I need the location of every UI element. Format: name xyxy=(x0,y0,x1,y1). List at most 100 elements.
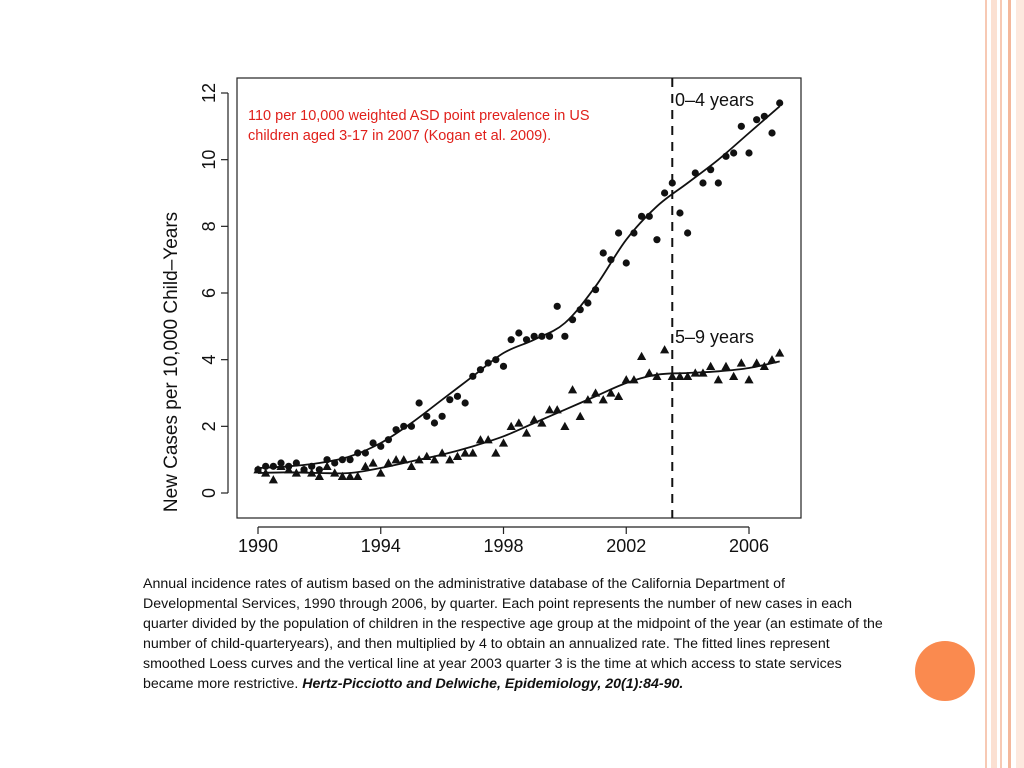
point-5-9-years xyxy=(268,475,278,484)
point-5-9-years xyxy=(475,435,486,444)
point-0-4-years xyxy=(730,149,738,157)
point-0-4-years xyxy=(561,332,569,340)
point-5-9-years xyxy=(521,428,532,437)
x-tick-label: 1998 xyxy=(483,536,523,556)
point-0-4-years xyxy=(354,449,362,457)
point-5-9-years xyxy=(575,411,585,421)
point-5-9-years xyxy=(337,471,347,481)
point-5-9-years xyxy=(307,468,317,477)
point-5-9-years xyxy=(675,371,685,381)
point-5-9-years xyxy=(330,468,340,477)
point-5-9-years xyxy=(690,368,700,377)
point-5-9-years xyxy=(660,345,670,354)
loess-curve-5-9 xyxy=(257,360,780,475)
point-5-9-years xyxy=(299,465,309,474)
point-5-9-years xyxy=(506,421,516,431)
point-0-4-years xyxy=(515,329,523,337)
decor-stripe-4 xyxy=(1008,0,1011,768)
point-0-4-years xyxy=(699,179,707,187)
y-tick-label: 10 xyxy=(199,150,219,170)
point-0-4-years xyxy=(745,149,753,157)
point-5-9-years xyxy=(744,375,754,384)
point-0-4-years xyxy=(737,122,745,130)
point-5-9-years xyxy=(529,415,539,424)
point-0-4-years xyxy=(469,372,477,380)
point-0-4-years xyxy=(476,366,485,374)
point-5-9-years xyxy=(391,455,401,464)
point-0-4-years xyxy=(568,316,577,324)
point-0-4-years xyxy=(714,179,722,187)
series-label-0-4: 0–4 years xyxy=(675,90,754,110)
point-5-9-years xyxy=(598,395,608,404)
point-5-9-years xyxy=(437,448,447,457)
point-5-9-years xyxy=(322,461,332,471)
point-0-4-years xyxy=(407,422,416,430)
point-0-4-years xyxy=(269,462,277,470)
point-5-9-years xyxy=(314,471,324,481)
point-0-4-years xyxy=(607,256,615,264)
prevalence-note-line2: children aged 3-17 in 2007 (Kogan et al.… xyxy=(248,128,552,144)
point-5-9-years xyxy=(767,355,777,364)
point-0-4-years xyxy=(768,129,776,137)
point-5-9-years xyxy=(636,351,647,361)
point-0-4-years xyxy=(430,419,439,427)
point-0-4-years xyxy=(538,332,546,340)
y-tick-label: 6 xyxy=(199,288,219,298)
point-0-4-years xyxy=(576,306,584,314)
point-0-4-years xyxy=(492,356,500,364)
point-5-9-years xyxy=(414,455,424,464)
point-0-4-years xyxy=(507,336,515,344)
point-0-4-years xyxy=(338,456,346,464)
x-tick-label: 1994 xyxy=(361,536,401,556)
point-0-4-years xyxy=(308,462,316,470)
point-0-4-years xyxy=(614,229,623,237)
point-5-9-years xyxy=(291,468,301,477)
point-5-9-years xyxy=(706,361,716,371)
point-5-9-years xyxy=(775,348,785,357)
point-5-9-years xyxy=(606,388,616,397)
y-tick-label: 4 xyxy=(199,355,219,365)
point-5-9-years xyxy=(498,438,509,447)
point-0-4-years xyxy=(262,462,270,470)
point-5-9-years xyxy=(567,385,578,394)
point-0-4-years xyxy=(637,212,646,220)
point-0-4-years xyxy=(415,399,423,407)
point-5-9-years xyxy=(353,471,363,481)
point-0-4-years xyxy=(753,116,761,124)
y-tick-label: 12 xyxy=(199,83,219,103)
point-5-9-years xyxy=(537,418,547,427)
point-5-9-years xyxy=(383,458,394,467)
point-0-4-years xyxy=(438,412,446,420)
point-5-9-years xyxy=(552,405,562,414)
y-tick-label: 0 xyxy=(199,488,219,498)
caption-text: Annual incidence rates of autism based o… xyxy=(143,576,883,692)
plot-area: 1990 1994 1998 2002 2006 0 2 4 6 8 10 12 xyxy=(199,77,802,556)
decor-stripe-5 xyxy=(1016,0,1024,768)
point-5-9-years xyxy=(667,371,677,381)
point-0-4-years xyxy=(484,359,492,367)
point-0-4-years xyxy=(622,259,630,267)
decor-stripe-3 xyxy=(1000,0,1002,768)
decor-stripe-2 xyxy=(991,0,997,768)
point-0-4-years xyxy=(645,212,653,220)
point-0-4-years xyxy=(499,362,508,370)
point-5-9-years xyxy=(452,451,463,461)
point-5-9-years xyxy=(583,395,593,404)
point-5-9-years xyxy=(652,371,662,381)
prevalence-note-line1: 110 per 10,000 weighted ASD point preval… xyxy=(248,108,590,124)
caption-citation: Hertz-Picciotto and Delwiche, Epidemiolo… xyxy=(302,676,684,692)
point-0-4-years xyxy=(760,112,768,120)
point-0-4-years xyxy=(384,436,393,444)
point-5-9-years xyxy=(429,455,440,464)
figure-caption: Annual incidence rates of autism based o… xyxy=(143,574,883,694)
point-0-4-years xyxy=(630,229,638,237)
point-0-4-years xyxy=(377,442,385,450)
point-0-4-years xyxy=(553,302,561,310)
point-0-4-years xyxy=(684,229,692,237)
point-0-4-years xyxy=(522,336,531,344)
point-5-9-years xyxy=(621,375,631,384)
point-0-4-years xyxy=(423,412,431,420)
point-0-4-years xyxy=(292,459,300,467)
point-5-9-years xyxy=(721,361,731,371)
point-5-9-years xyxy=(468,448,478,457)
